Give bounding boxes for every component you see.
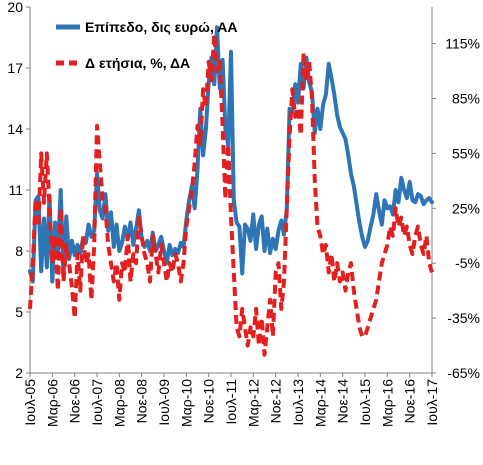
right-tick-label: -65% bbox=[447, 365, 480, 381]
series-line-level bbox=[28, 25, 434, 284]
right-tick-label: 115% bbox=[445, 36, 480, 52]
legend-label-level: Επίπεδο, δις ευρώ, ΑΑ bbox=[85, 19, 237, 35]
x-tick-label: Ιουλ-13 bbox=[290, 379, 306, 426]
left-tick-label: 11 bbox=[8, 182, 23, 198]
x-tick-label: Μαρ-14 bbox=[312, 379, 328, 427]
x-tick-label: Νοε-14 bbox=[335, 379, 351, 424]
series-line-yoy bbox=[28, 32, 434, 357]
series-layer bbox=[28, 25, 434, 357]
left-tick-label: 20 bbox=[7, 0, 23, 15]
x-tick-label: Ιουλ-05 bbox=[22, 379, 38, 426]
legend: Επίπεδο, δις ευρώ, ΑΑ Δ ετήσια, %, ΔΑ bbox=[56, 19, 237, 71]
right-tick-label: 25% bbox=[452, 200, 480, 216]
x-tick-label: Νοε-12 bbox=[268, 379, 284, 424]
axes-layer: 2 5 8 11 14 17 20 -65% -35% -5% 25% 55% 85% 115% Ιουλ-… bbox=[7, 0, 480, 427]
x-tick-label: Νοε-10 bbox=[201, 379, 217, 424]
x-tick-label: Μαρ-06 bbox=[44, 379, 60, 427]
left-tick-label: 17 bbox=[7, 60, 23, 76]
x-tick-label: Ιουλ-11 bbox=[223, 379, 239, 425]
left-tick-label: 14 bbox=[7, 121, 23, 137]
x-tick-label: Νοε-06 bbox=[67, 379, 83, 424]
x-tick-label: Ιουλ-17 bbox=[424, 379, 440, 426]
x-tick-label: Μαρ-08 bbox=[111, 379, 127, 427]
x-tick-label: Μαρ-10 bbox=[178, 379, 194, 427]
x-tick-label: Ιουλ-09 bbox=[156, 379, 172, 426]
left-tick-label: 2 bbox=[15, 365, 23, 381]
x-tick-label: Νοε-16 bbox=[402, 379, 418, 424]
right-tick-label: 55% bbox=[452, 145, 480, 161]
right-tick-label: -5% bbox=[455, 255, 480, 271]
x-tick-label: Μαρ-16 bbox=[379, 379, 395, 427]
right-tick-label: 85% bbox=[452, 91, 480, 107]
x-tick-label: Ιουλ-07 bbox=[89, 379, 105, 426]
x-tick-label: Νοε-08 bbox=[134, 379, 150, 424]
x-tick-label: Ιουλ-15 bbox=[357, 379, 373, 426]
x-tick-label: Μαρ-12 bbox=[245, 379, 261, 427]
right-tick-label: -35% bbox=[447, 310, 480, 326]
left-tick-label: 5 bbox=[15, 304, 23, 320]
legend-label-yoy: Δ ετήσια, %, ΔΑ bbox=[85, 55, 190, 71]
left-tick-label: 8 bbox=[15, 243, 23, 259]
